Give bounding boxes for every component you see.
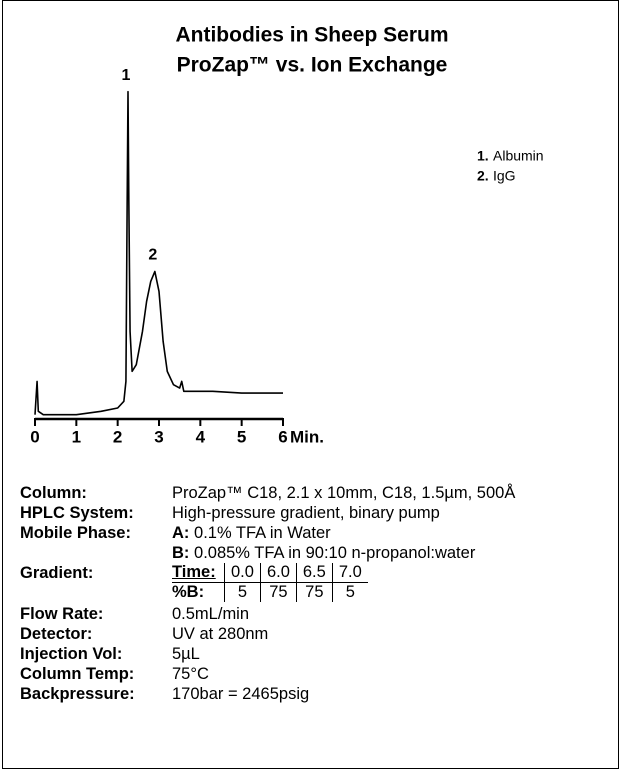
label: Column:: [20, 484, 87, 502]
chart-title: Antibodies in Sheep Serum: [175, 24, 448, 47]
value: 170bar = 2465psig: [172, 685, 310, 703]
value: B: 0.085% TFA in 90:10 n-propanol:water: [172, 543, 475, 563]
label: Detector:: [20, 625, 93, 643]
cell: 7.0: [331, 563, 368, 583]
chart: Antibodies in Sheep Serum ProZap™ vs. Io…: [30, 24, 544, 447]
label: HPLC System:: [20, 504, 134, 522]
label: Flow Rate:: [20, 605, 104, 623]
x-axis-label: Min.: [290, 427, 324, 446]
text: 0.1% TFA in Water: [194, 524, 331, 542]
cell: 75: [259, 582, 297, 602]
cell: 6.0: [259, 563, 297, 583]
cell: Time:: [172, 563, 225, 583]
value: ProZap™ C18, 2.1 x 10mm, C18, 1.5µm, 500…: [172, 484, 516, 502]
x-tick-label: 5: [237, 427, 246, 446]
value: High-pressure gradient, binary pump: [172, 504, 440, 522]
peak-label: 2: [148, 247, 157, 264]
cell: 75: [295, 582, 333, 602]
cell: 0.0: [224, 563, 261, 583]
text: 0.085% TFA in 90:10 n-propanol:water: [194, 544, 476, 562]
cell: 5: [224, 582, 261, 602]
label: Injection Vol:: [20, 645, 123, 663]
trace: [34, 90, 283, 416]
legend-label: Albumin: [493, 148, 544, 164]
row: %B: 5 75 75 5: [172, 582, 368, 602]
x-tick-label: 6: [278, 427, 287, 446]
prefix: B:: [172, 544, 190, 562]
value: 5µL: [172, 645, 200, 663]
value: UV at 280nm: [172, 625, 269, 643]
label: Column Temp:: [20, 665, 135, 683]
legend-number: 2.: [477, 168, 489, 184]
label: Backpressure:: [20, 685, 135, 703]
legend-number: 1.: [477, 148, 489, 164]
x-tick-label: 4: [196, 427, 206, 446]
label: Gradient:: [20, 564, 94, 582]
cell: 5: [331, 582, 368, 602]
cell: %B:: [172, 583, 205, 601]
value: 0.5mL/min: [172, 605, 250, 623]
legend-label: IgG: [493, 168, 516, 184]
cell: 6.5: [295, 563, 333, 583]
chart-title: ProZap™ vs. Ion Exchange: [177, 54, 448, 77]
value: 75°C: [172, 665, 209, 683]
x-tick-label: 3: [154, 427, 163, 446]
gradient-table: Time: 0.0 6.0 6.5 7.0 %B: 5 75 75 5: [172, 563, 368, 602]
value: A: 0.1% TFA in Water: [172, 523, 331, 543]
label: Mobile Phase:: [20, 524, 131, 542]
x-tick-label: 1: [72, 427, 81, 446]
row: Time: 0.0 6.0 6.5 7.0: [172, 563, 368, 583]
x-tick-label: 2: [113, 427, 122, 446]
peak-label: 1: [122, 67, 131, 84]
prefix: A:: [172, 524, 190, 542]
x-tick-label: 0: [30, 427, 39, 446]
